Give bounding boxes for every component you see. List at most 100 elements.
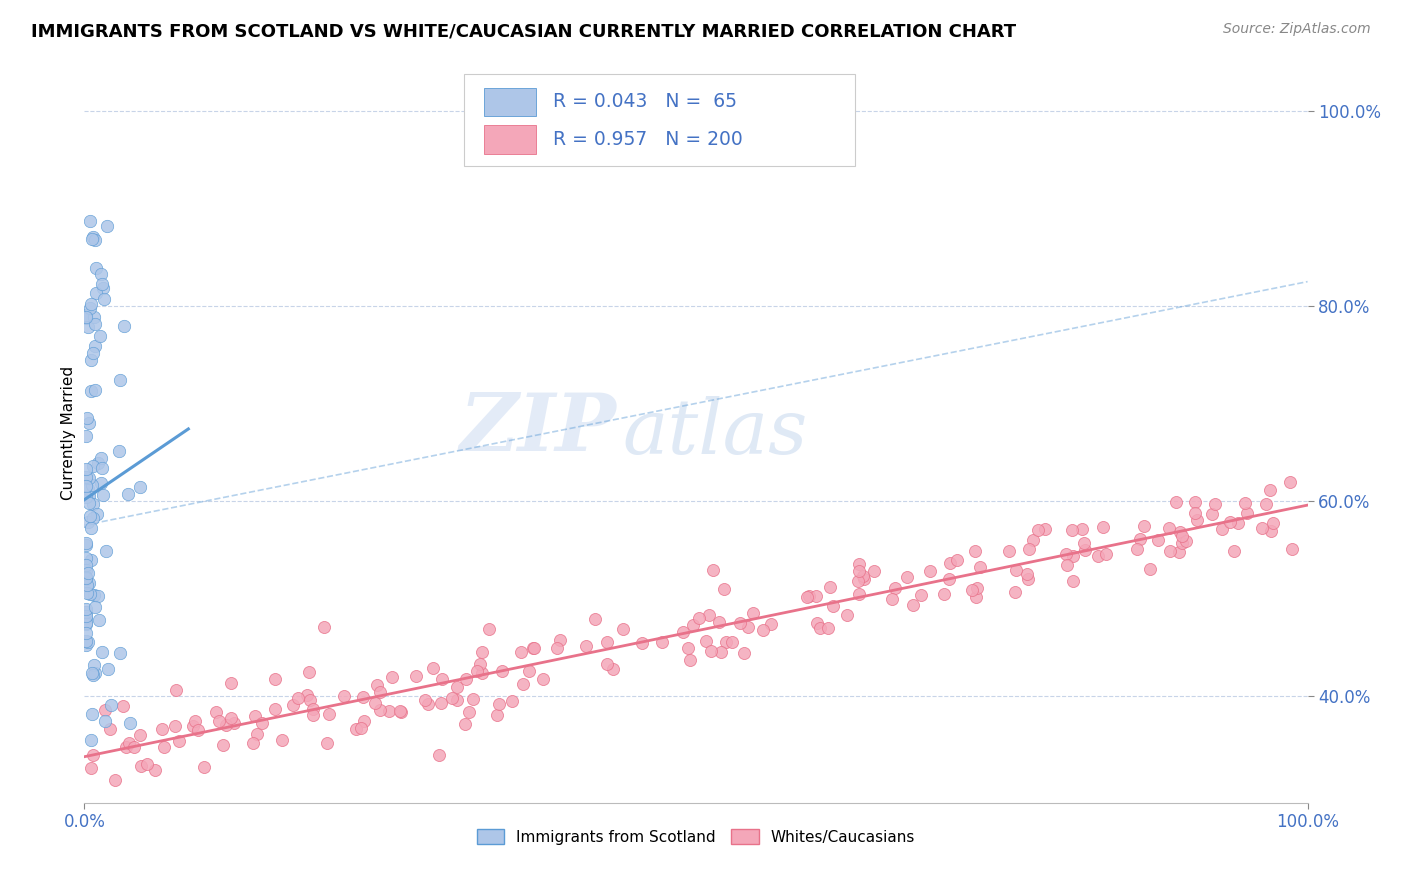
Point [75, 616, 97, 631]
Point [1166, 495, 1188, 509]
Point [77, 515, 100, 529]
Bar [484, 87, 536, 116]
Point [1167, 545, 1189, 559]
Point [430, 672, 453, 686]
Point [602, 662, 624, 676]
Point [80, 478, 103, 492]
Point [91, 461, 114, 475]
Point [733, 646, 755, 660]
Point [84, 384, 107, 398]
Point [880, 591, 903, 606]
Point [806, 615, 828, 630]
Point [517, 665, 540, 679]
Point [1005, 563, 1028, 577]
Point [353, 714, 375, 728]
Point [1236, 506, 1258, 520]
Point [77, 489, 100, 503]
Point [75, 478, 97, 492]
Point [281, 698, 304, 713]
Point [378, 704, 401, 718]
Point [75, 638, 97, 652]
Point [702, 563, 724, 577]
Point [612, 622, 634, 636]
Point [471, 645, 494, 659]
Point [405, 669, 427, 683]
Point [1204, 497, 1226, 511]
Point [1146, 533, 1168, 547]
Point [84, 318, 107, 332]
Point [100, 698, 122, 712]
Point [82, 346, 104, 360]
Point [90, 277, 112, 291]
Point [264, 673, 287, 687]
Point [76, 578, 98, 592]
Point [75, 634, 97, 648]
Point [1261, 516, 1284, 531]
Point [301, 707, 323, 722]
Point [150, 723, 173, 737]
Point [910, 588, 932, 602]
Point [835, 608, 858, 623]
Point [79, 587, 101, 601]
Point [108, 646, 131, 660]
Point [796, 590, 818, 604]
Point [75, 310, 97, 325]
Point [79, 301, 101, 316]
Point [364, 697, 387, 711]
Point [651, 635, 673, 649]
Point [938, 572, 960, 586]
Point [965, 591, 987, 605]
Point [104, 772, 127, 787]
Point [82, 232, 104, 246]
Point [759, 617, 782, 632]
Point [299, 693, 322, 707]
Point [413, 693, 436, 707]
Point [491, 664, 513, 678]
Point [93, 292, 115, 306]
Point [523, 641, 546, 656]
Point [817, 621, 839, 635]
Point [187, 723, 209, 738]
Point [546, 640, 568, 655]
Point [84, 233, 107, 247]
Point [219, 676, 242, 690]
Point [631, 636, 654, 650]
Point [1226, 516, 1249, 531]
Point [1033, 522, 1056, 536]
Point [128, 728, 150, 742]
Point [129, 480, 152, 494]
Text: IMMIGRANTS FROM SCOTLAND VS WHITE/CAUCASIAN CURRENTLY MARRIED CORRELATION CHART: IMMIGRANTS FROM SCOTLAND VS WHITE/CAUCAS… [31, 22, 1017, 40]
Point [75, 558, 97, 573]
Point [901, 598, 924, 612]
Point [1222, 543, 1244, 558]
Point [896, 570, 918, 584]
Point [1260, 483, 1282, 498]
Point [454, 716, 477, 731]
Point [76, 586, 98, 600]
Point [1133, 518, 1156, 533]
Point [344, 723, 367, 737]
Point [77, 496, 100, 510]
Text: Source: ZipAtlas.com: Source: ZipAtlas.com [1223, 22, 1371, 37]
Point [93, 703, 115, 717]
Point [118, 715, 141, 730]
Point [82, 668, 104, 682]
Text: ZIP: ZIP [460, 390, 616, 467]
Point [1260, 524, 1282, 538]
Point [688, 611, 710, 625]
Point [709, 645, 731, 659]
Point [83, 589, 105, 603]
Point [108, 444, 131, 458]
Point [939, 556, 962, 570]
Point [1017, 572, 1039, 586]
Point [596, 657, 619, 671]
Point [76, 411, 98, 425]
Point [1159, 520, 1181, 534]
Point [1074, 543, 1097, 558]
Point [583, 612, 606, 626]
Point [222, 716, 245, 731]
Point [91, 488, 114, 502]
Point [243, 709, 266, 723]
Point [682, 618, 704, 632]
Point [75, 605, 97, 619]
